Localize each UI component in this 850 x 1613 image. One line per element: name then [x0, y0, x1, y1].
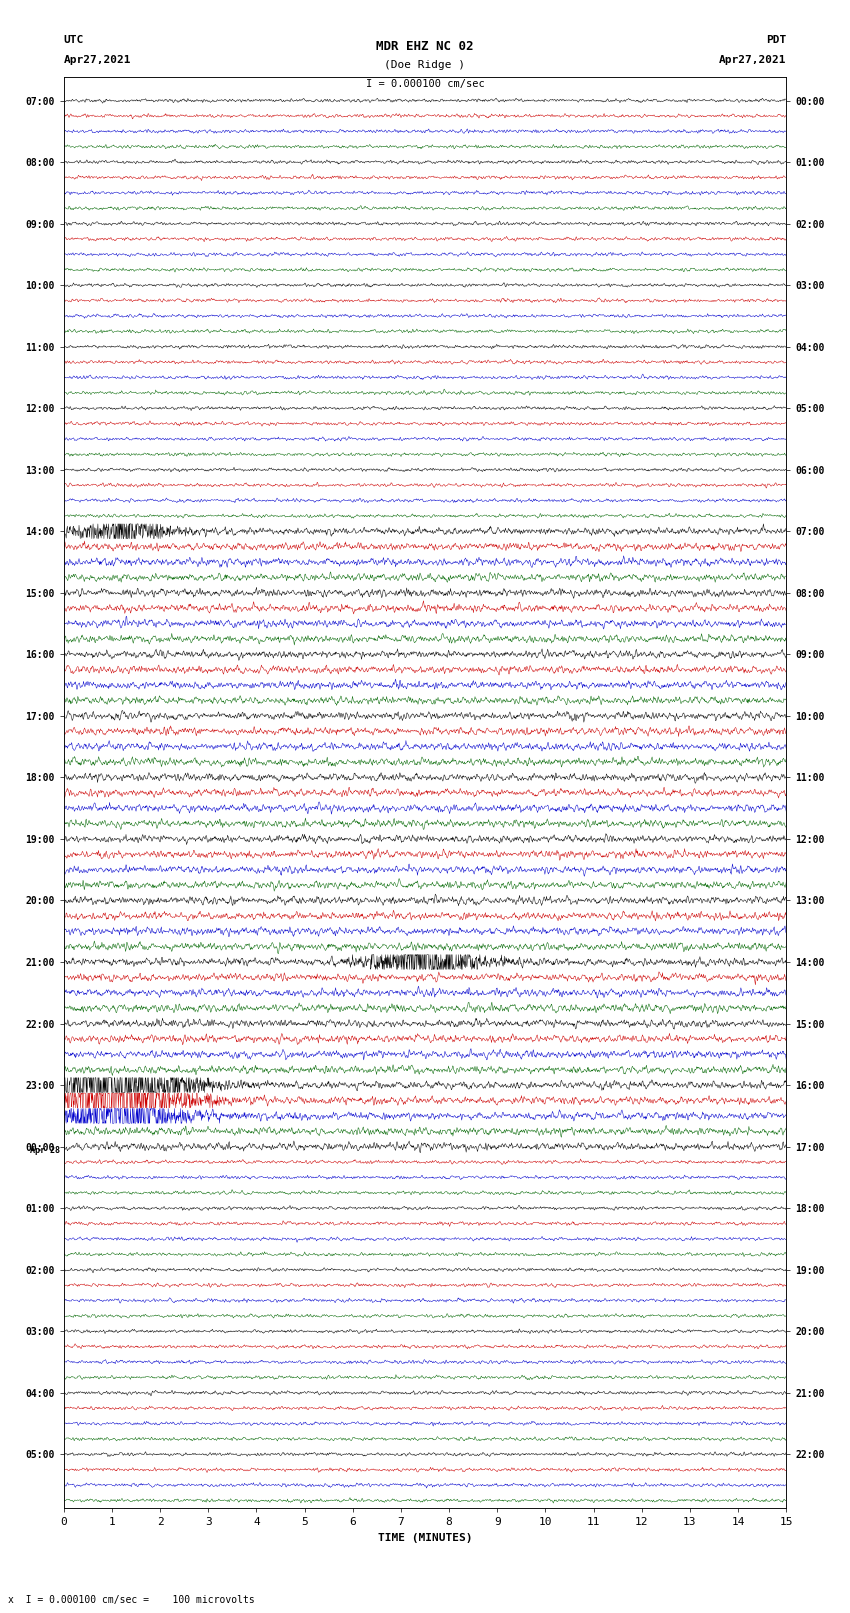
Text: MDR EHZ NC 02: MDR EHZ NC 02 — [377, 40, 473, 53]
Text: (Doe Ridge ): (Doe Ridge ) — [384, 60, 466, 69]
Text: Apr27,2021: Apr27,2021 — [719, 55, 786, 65]
Text: UTC: UTC — [64, 35, 84, 45]
Text: Apr27,2021: Apr27,2021 — [64, 55, 131, 65]
Text: x  I = 0.000100 cm/sec =    100 microvolts: x I = 0.000100 cm/sec = 100 microvolts — [8, 1595, 255, 1605]
Text: Apr 28: Apr 28 — [30, 1145, 60, 1155]
Text: PDT: PDT — [766, 35, 786, 45]
X-axis label: TIME (MINUTES): TIME (MINUTES) — [377, 1532, 473, 1542]
Text: I = 0.000100 cm/sec: I = 0.000100 cm/sec — [366, 79, 484, 89]
